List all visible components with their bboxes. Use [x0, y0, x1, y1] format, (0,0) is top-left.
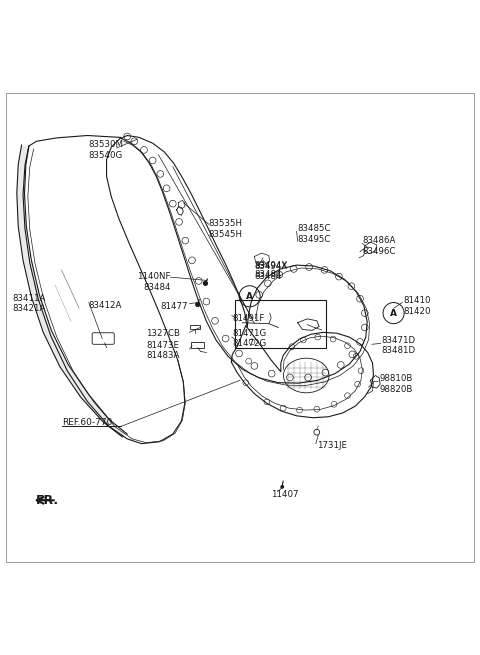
- Text: A: A: [246, 291, 253, 301]
- Text: 83530M
83540G: 83530M 83540G: [89, 140, 124, 160]
- Text: 81473E
81483A: 81473E 81483A: [146, 341, 180, 360]
- Circle shape: [204, 282, 207, 286]
- Text: 81410
81420: 81410 81420: [403, 296, 431, 316]
- Text: 83494X: 83494X: [254, 261, 288, 271]
- Text: 83485C
83495C: 83485C 83495C: [298, 224, 331, 244]
- Text: 1140NF
83484: 1140NF 83484: [137, 272, 170, 291]
- Text: 81471G
81472G: 81471G 81472G: [233, 329, 267, 348]
- Bar: [191, 342, 204, 348]
- Text: 83412A: 83412A: [89, 301, 122, 310]
- Text: REF.60-770: REF.60-770: [62, 418, 113, 427]
- Text: A: A: [390, 309, 397, 318]
- Text: 83494X
83484: 83494X 83484: [254, 261, 288, 280]
- Text: 81491F: 81491F: [233, 314, 265, 324]
- Text: 98810B
98820B: 98810B 98820B: [379, 375, 413, 394]
- Text: 83486A
83496C: 83486A 83496C: [362, 236, 396, 255]
- Bar: [235, 299, 326, 348]
- Polygon shape: [17, 145, 127, 437]
- Text: 83411A
83421A: 83411A 83421A: [12, 294, 46, 313]
- Text: FR.: FR.: [36, 494, 59, 507]
- Text: 83484: 83484: [254, 271, 282, 279]
- Text: 83535H
83545H: 83535H 83545H: [209, 219, 243, 239]
- Text: 1731JE: 1731JE: [317, 441, 347, 449]
- Text: 1327CB: 1327CB: [146, 329, 180, 338]
- Text: 81477: 81477: [161, 303, 188, 311]
- Circle shape: [280, 485, 284, 489]
- Bar: [190, 325, 200, 329]
- Text: 83471D
83481D: 83471D 83481D: [382, 336, 416, 356]
- Circle shape: [196, 303, 200, 307]
- Text: 11407: 11407: [271, 489, 299, 498]
